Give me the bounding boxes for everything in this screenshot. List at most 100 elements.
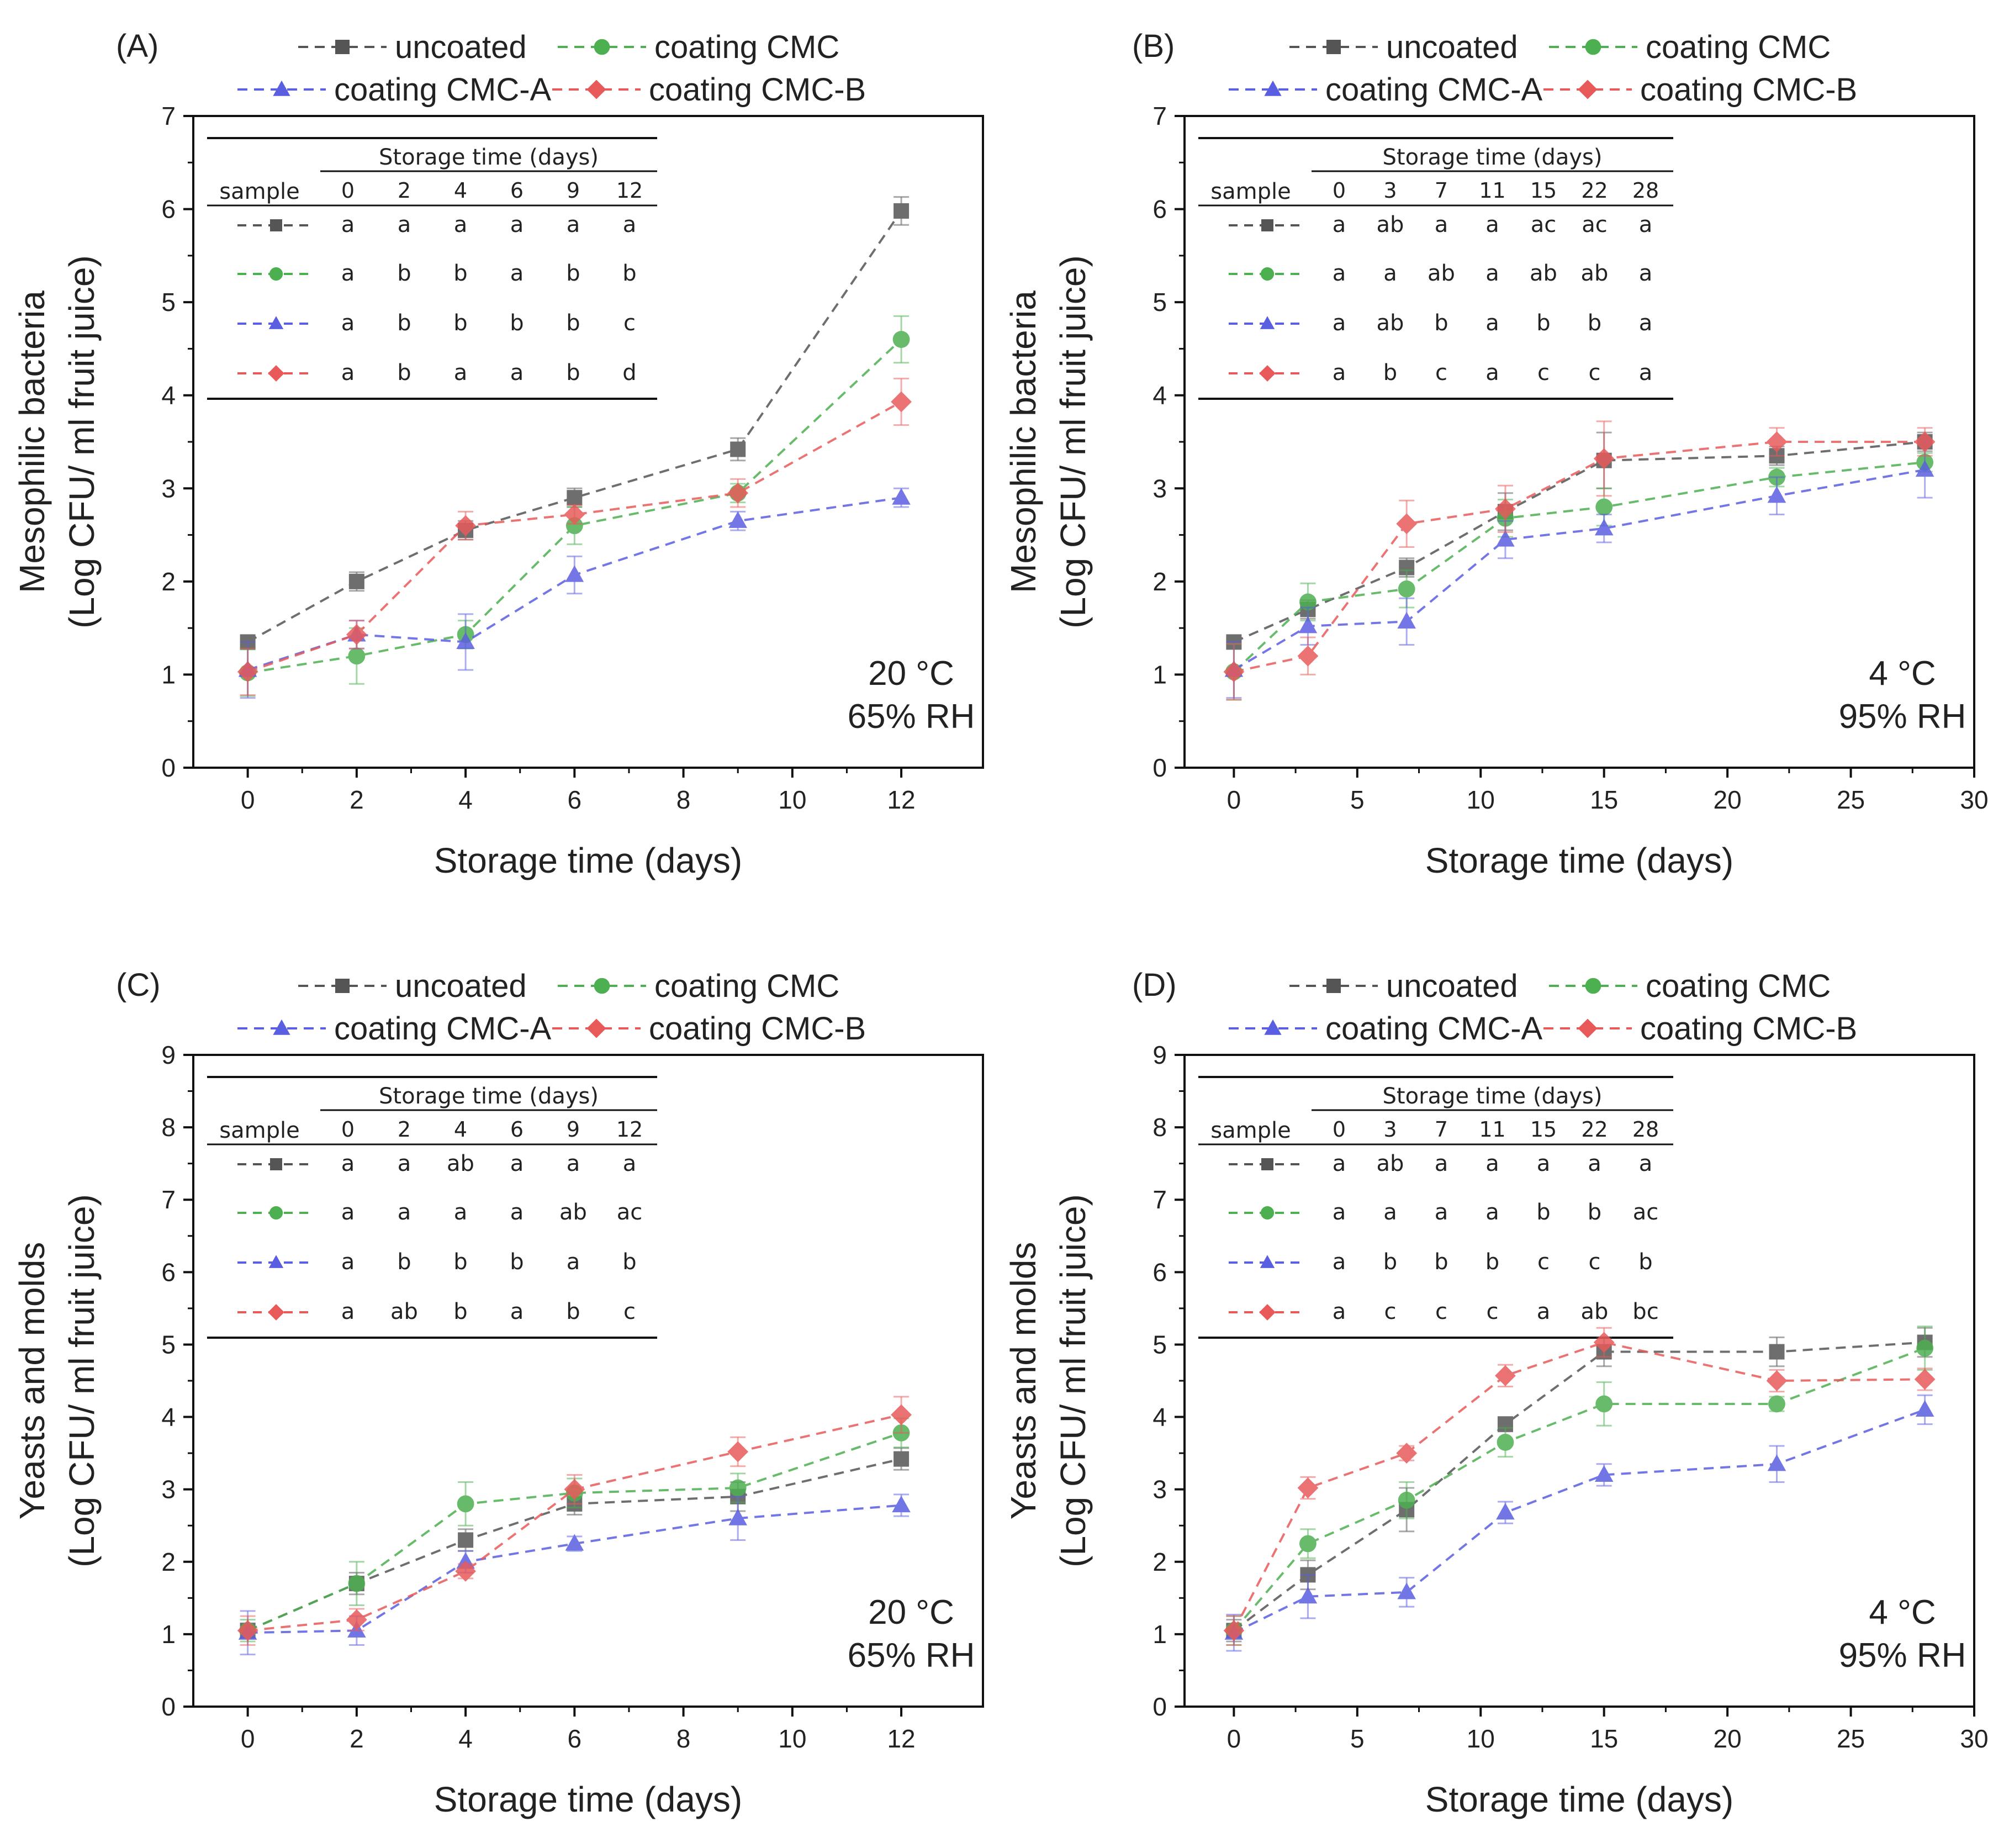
legend-label: uncoated: [1386, 968, 1518, 1004]
table-column-header: 12: [616, 178, 643, 203]
condition-temperature: 20 °C: [868, 1593, 954, 1631]
table-cell: b: [622, 1249, 636, 1275]
series-2: [238, 1493, 911, 1656]
y-tick-label: 0: [161, 1692, 176, 1721]
x-tick-label: 15: [1590, 785, 1618, 814]
table-cell: a: [1333, 360, 1346, 386]
x-tick-label: 10: [778, 1724, 806, 1753]
legend-marker-circle: [594, 39, 610, 55]
table-cell: a: [341, 261, 355, 286]
table-cell: b: [510, 1249, 524, 1275]
table-column-header: 4: [454, 178, 467, 203]
condition-temperature: 4 °C: [1869, 1593, 1936, 1631]
table-row-key-diamond: [268, 1304, 284, 1321]
table-cell: a: [623, 1151, 637, 1176]
table-cell: a: [567, 212, 580, 237]
table-row-key-square: [270, 1158, 282, 1170]
y-tick-label: 1: [1152, 1620, 1167, 1649]
y-axis-label-line1: Mesophilic bacteria: [1003, 291, 1043, 593]
table-cell: b: [1536, 310, 1550, 336]
table-column-header: 9: [567, 178, 580, 203]
y-tick-label: 5: [161, 288, 176, 316]
table-cell: a: [1333, 261, 1346, 286]
table-cell: a: [341, 360, 355, 386]
table-column-header: 2: [398, 178, 411, 203]
data-point: [1768, 1395, 1785, 1413]
data-point: [1594, 1465, 1614, 1482]
table-row-key-triangle: [268, 316, 284, 329]
legend-entry-1: coating CMC: [1549, 29, 1831, 65]
table-cell: c: [1384, 1299, 1397, 1324]
x-tick-label: 2: [350, 1724, 364, 1753]
x-tick-label: 8: [676, 1724, 691, 1753]
legend-marker-diamond: [586, 80, 606, 99]
legend-entry-0: uncoated: [1289, 29, 1518, 65]
table-column-header: 9: [567, 1117, 580, 1142]
legend-marker-triangle: [273, 1019, 290, 1035]
data-point: [1914, 1369, 1936, 1390]
table-cell: a: [398, 212, 411, 237]
legend-marker-circle: [1585, 39, 1601, 55]
data-point: [730, 441, 746, 457]
table-cell: b: [1383, 360, 1397, 386]
y-axis-label-line2: (Log CFU/ ml fruit juice): [1053, 255, 1093, 629]
legend-marker-triangle: [273, 80, 290, 96]
table-cell: ab: [447, 1151, 474, 1176]
condition-humidity: 65% RH: [848, 698, 975, 736]
table-cell: a: [1639, 212, 1653, 237]
y-tick-label: 6: [161, 1258, 176, 1286]
table-cell: c: [1435, 1299, 1447, 1324]
table-sample-header: sample: [219, 1118, 299, 1143]
table-title: Storage time (days): [1383, 145, 1603, 170]
table-cell: a: [1435, 212, 1448, 237]
series-line: [1233, 1347, 1926, 1631]
data-point: [1396, 1443, 1418, 1464]
table-cell: b: [1485, 1249, 1499, 1275]
legend-label: coating CMC: [654, 29, 839, 65]
table-cell: b: [1588, 1200, 1601, 1225]
x-tick-label: 10: [778, 785, 806, 814]
table-cell: b: [1536, 1200, 1550, 1225]
table-cell: a: [454, 212, 468, 237]
data-point: [1298, 1587, 1318, 1604]
data-point: [1915, 1400, 1934, 1417]
table-column-header: 12: [616, 1117, 643, 1142]
table-cell: a: [1485, 360, 1499, 386]
table-cell: b: [397, 360, 411, 386]
y-tick-label: 4: [1152, 1403, 1167, 1432]
data-point: [348, 647, 366, 665]
y-tick-label: 9: [161, 1041, 176, 1069]
table-cell: a: [510, 1200, 524, 1225]
table-cell: a: [341, 310, 355, 336]
condition-humidity: 95% RH: [1839, 698, 1966, 736]
table-cell: b: [566, 360, 580, 386]
legend-label: coating CMC: [1646, 968, 1831, 1004]
legend-label: coating CMC: [654, 968, 839, 1004]
data-point: [728, 1508, 748, 1525]
table-column-header: 11: [1479, 178, 1505, 203]
legend-entry-0: uncoated: [298, 968, 527, 1004]
legend-marker-triangle: [1264, 1019, 1282, 1035]
data-point: [565, 1534, 584, 1551]
data-point: [348, 1575, 366, 1592]
data-point: [457, 1495, 474, 1513]
x-tick-label: 12: [887, 1724, 915, 1753]
table-cell: a: [341, 212, 355, 237]
table-cell: a: [1485, 212, 1499, 237]
table-cell: a: [623, 212, 637, 237]
x-tick-label: 5: [1350, 785, 1365, 814]
data-point: [894, 1451, 910, 1467]
condition-humidity: 95% RH: [1839, 1636, 1966, 1675]
y-tick-label: 8: [161, 1113, 176, 1142]
panel-label: (B): [1132, 28, 1175, 64]
legend-label: coating CMC-B: [649, 1011, 866, 1047]
data-point: [564, 1479, 585, 1500]
table-column-header: 0: [1333, 1117, 1346, 1142]
table-cell: b: [397, 261, 411, 286]
table-row-key-square: [1261, 219, 1273, 231]
table-cell: c: [1589, 360, 1601, 386]
x-tick-label: 2: [350, 785, 364, 814]
x-tick-label: 4: [458, 1724, 473, 1753]
